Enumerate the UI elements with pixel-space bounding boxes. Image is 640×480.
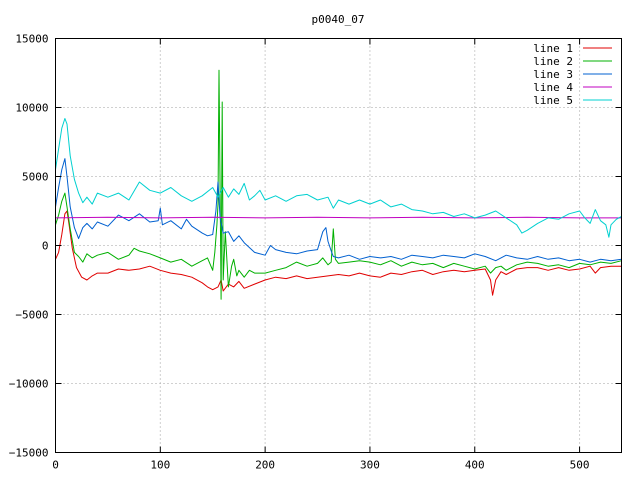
y-tick-label: −15000 bbox=[9, 447, 49, 460]
legend-label: line 1 bbox=[533, 42, 573, 55]
legend-label: line 3 bbox=[533, 68, 573, 81]
x-tick-label: 400 bbox=[465, 459, 485, 472]
x-tick-label: 100 bbox=[150, 459, 170, 472]
series-line-1 bbox=[55, 210, 622, 296]
series-line-2 bbox=[55, 69, 622, 300]
y-tick-label: 5000 bbox=[22, 171, 49, 184]
y-tick-label: 15000 bbox=[15, 33, 48, 46]
y-tick-label: −5000 bbox=[15, 309, 48, 322]
series-line-4 bbox=[55, 216, 622, 219]
axis-ticks: 0 100 200 300 400 500 −15000 −10000 −5000 0 5000 10… bbox=[9, 33, 622, 472]
legend-label: line 4 bbox=[533, 81, 573, 94]
series-line-5 bbox=[55, 118, 622, 238]
x-tick-label: 0 bbox=[52, 459, 59, 472]
series-line-3 bbox=[55, 158, 622, 263]
x-tick-label: 200 bbox=[255, 459, 275, 472]
chart-title: p0040_07 bbox=[312, 13, 365, 26]
legend-label: line 5 bbox=[533, 94, 573, 107]
series-group bbox=[55, 69, 622, 300]
legend-label: line 2 bbox=[533, 55, 573, 68]
y-tick-label: 10000 bbox=[15, 102, 48, 115]
x-tick-label: 300 bbox=[360, 459, 380, 472]
grid bbox=[55, 38, 622, 453]
x-tick-label: 500 bbox=[570, 459, 590, 472]
y-tick-label: 0 bbox=[42, 240, 49, 253]
y-tick-label: −10000 bbox=[9, 378, 49, 391]
